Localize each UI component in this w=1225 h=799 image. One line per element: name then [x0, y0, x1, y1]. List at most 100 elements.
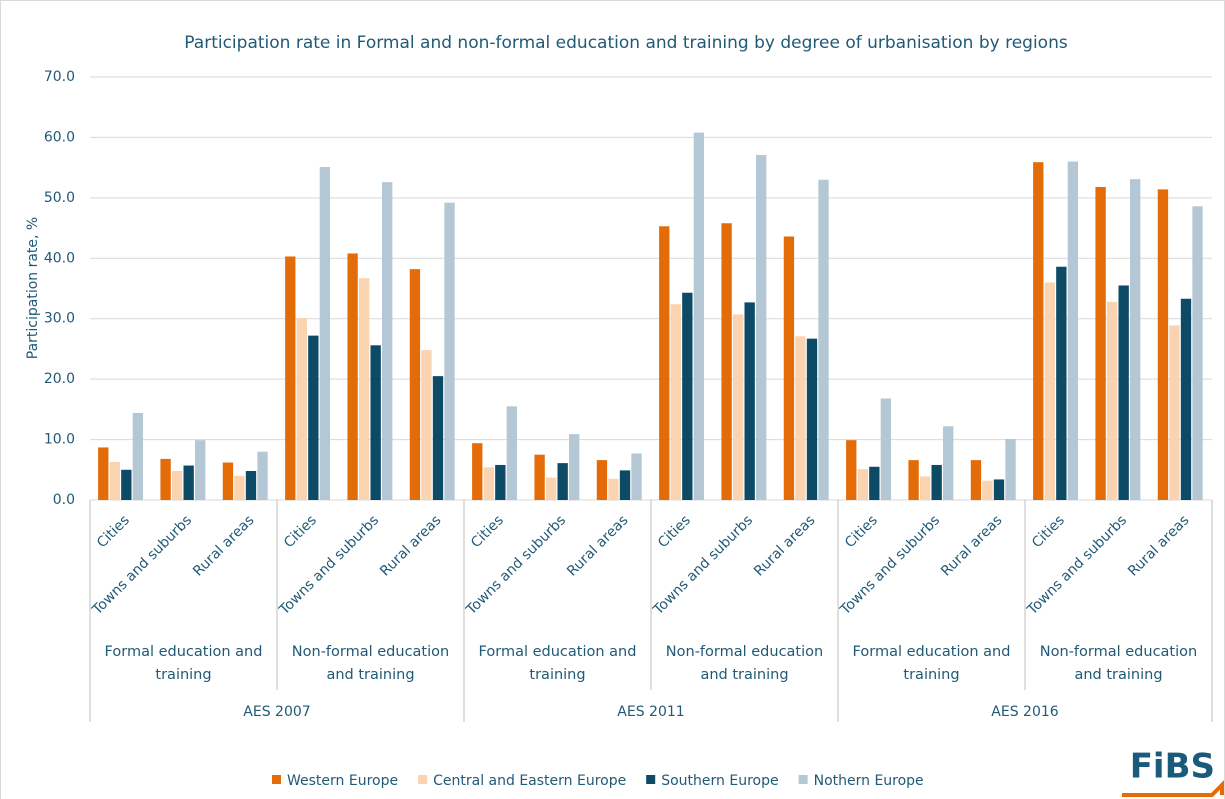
bar: [444, 202, 455, 501]
legend-label: Southern Europe: [661, 773, 778, 789]
group-label: AES 2007: [243, 704, 310, 720]
x-tick-label: Cities: [468, 512, 507, 551]
bar: [857, 469, 868, 500]
bar: [195, 440, 206, 500]
bar: [358, 278, 370, 500]
legend-label: Western Europe: [287, 773, 398, 789]
legend-swatch: [646, 775, 656, 784]
bar: [682, 292, 693, 500]
bar: [982, 480, 993, 500]
x-tick-label: Rural areas: [1125, 512, 1192, 579]
x-tick-label: Rural areas: [190, 512, 257, 579]
logo-stripe: [1122, 780, 1224, 797]
bar: [1056, 266, 1067, 500]
bar: [993, 479, 1005, 500]
y-tick-label: 50.0: [44, 190, 75, 206]
bar: [693, 132, 705, 500]
subgroup-label: Formal education and training: [104, 644, 263, 683]
y-tick-label: 20.0: [44, 371, 75, 387]
bar: [1157, 189, 1169, 500]
bar: [756, 154, 767, 500]
bar: [846, 440, 857, 500]
bar: [931, 464, 942, 500]
x-tick-label: Cities: [655, 512, 694, 551]
bar: [285, 256, 296, 500]
bar: [296, 318, 307, 500]
bar: [234, 475, 245, 500]
bar: [818, 179, 829, 500]
bar: [631, 453, 642, 500]
bar: [557, 463, 568, 500]
legend-label: Nothern Europe: [814, 773, 924, 789]
bar: [495, 464, 506, 500]
bar: [619, 470, 631, 500]
bar: [908, 460, 919, 500]
legend-swatch: [418, 775, 428, 784]
bar: [1130, 179, 1141, 501]
bar: [1067, 161, 1079, 500]
bar: [409, 269, 421, 500]
x-tick-label: Rural areas: [377, 512, 444, 579]
bar: [732, 314, 744, 500]
x-tick-label: Cities: [1029, 512, 1068, 551]
bar: [483, 467, 494, 500]
bar: [160, 458, 171, 500]
bar: [1033, 162, 1044, 500]
bar: [1095, 186, 1106, 501]
bar: [308, 335, 319, 500]
bar: [880, 398, 892, 500]
bar: [347, 253, 358, 500]
bar: [382, 182, 393, 500]
bar: [795, 336, 806, 500]
bar: [1044, 282, 1055, 500]
bar: [1005, 438, 1016, 500]
bar: [943, 426, 954, 500]
bar: [222, 462, 234, 500]
y-tick-label: 40.0: [44, 250, 75, 266]
x-tick-label: Cities: [281, 512, 320, 551]
y-tick-label: 0.0: [53, 492, 75, 508]
bar: [659, 226, 670, 500]
bar: [1106, 301, 1118, 500]
chart-title: Participation rate in Formal and non-for…: [184, 33, 1068, 53]
bar: [171, 470, 183, 500]
bar: [319, 167, 331, 500]
bar: [257, 451, 268, 500]
bar: [670, 304, 681, 500]
bar: [472, 443, 483, 500]
y-axis-label: Participation rate, %: [25, 217, 41, 360]
bar: [545, 477, 557, 500]
bar: [1180, 298, 1192, 500]
subgroup-label: Non-formal education and training: [665, 644, 824, 683]
x-tick-label: Rural areas: [751, 512, 818, 579]
y-tick-label: 30.0: [44, 311, 75, 327]
x-tick-label: Rural areas: [938, 512, 1005, 579]
bar: [608, 478, 619, 500]
bar: [121, 469, 132, 500]
x-tick-label: Cities: [842, 512, 881, 551]
bar: [132, 412, 144, 500]
bar: [534, 454, 545, 500]
group-label: AES 2016: [991, 704, 1058, 720]
bar: [970, 460, 982, 500]
legend-swatch: [272, 775, 281, 784]
bar: [98, 447, 109, 500]
legend-label: Central and Eastern Europe: [433, 773, 626, 789]
subgroup-label: Formal education and training: [852, 644, 1011, 683]
bar: [421, 350, 432, 500]
bar: [1192, 206, 1203, 500]
bar: [370, 345, 381, 500]
bar: [721, 223, 732, 501]
bar: [506, 406, 518, 500]
bar: [183, 465, 194, 500]
x-tick-label: Rural areas: [564, 512, 631, 579]
y-tick-label: 70.0: [44, 69, 75, 85]
bar: [1169, 325, 1180, 500]
subgroup-label: Non-formal education and training: [291, 644, 450, 683]
bar: [783, 236, 795, 500]
bar: [919, 476, 931, 500]
x-tick-label: Cities: [94, 512, 133, 551]
subgroup-label: Non-formal education and training: [1039, 644, 1198, 683]
y-tick-label: 10.0: [44, 432, 75, 448]
